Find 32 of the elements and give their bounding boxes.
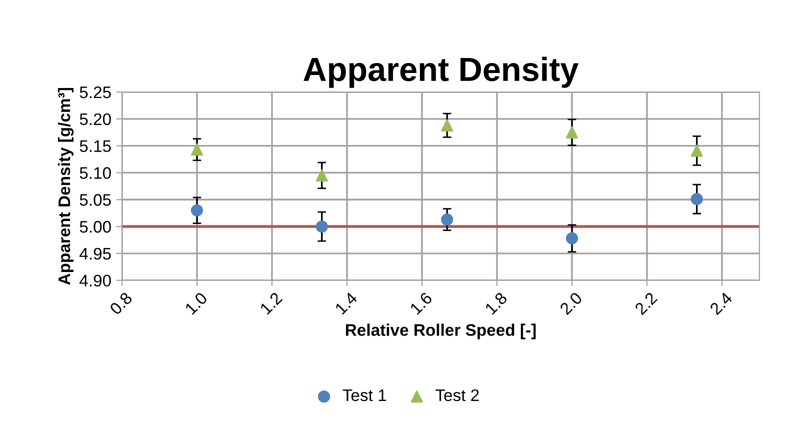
point [316, 220, 328, 233]
point [566, 126, 578, 138]
legend-label: Test 1 [342, 390, 386, 402]
x-tick-label: 1.6 [409, 292, 433, 315]
y-tick-label: 4.90 [80, 274, 111, 287]
point [441, 119, 454, 132]
x-tick-label: 2.4 [709, 291, 733, 316]
chart-title: Apparent Density [304, 56, 579, 88]
x-tick-label: 1.2 [260, 292, 283, 315]
x-tick-label: 1.0 [184, 292, 208, 315]
point [690, 193, 703, 206]
x-tick-label: 1.8 [484, 292, 508, 315]
point [190, 144, 204, 156]
y-tick-label: 5.15 [80, 140, 111, 152]
y-axis-title: Apparent Density [g/cm³] [58, 88, 74, 285]
y-tick-label: 5.05 [80, 194, 111, 206]
legend-label: Test 2 [436, 389, 479, 402]
point [190, 204, 204, 216]
y-tick-label: 5.25 [80, 86, 111, 98]
y-tick-label: 4.95 [80, 248, 111, 260]
point [441, 213, 454, 226]
y-tick-label: 5.10 [80, 167, 111, 179]
x-tick-label: 2.0 [559, 292, 583, 316]
y-tick-label: 5.20 [80, 113, 111, 126]
point [316, 169, 328, 182]
y-tick-label: 5.00 [80, 220, 111, 233]
x-tick-label: 2.2 [634, 292, 658, 316]
x-tick-label: 0.8 [109, 292, 133, 316]
x-tick-label: 1.4 [334, 292, 358, 315]
point [690, 144, 703, 157]
point [566, 232, 578, 244]
x-axis-title: Relative Roller Speed [-] [346, 324, 536, 340]
